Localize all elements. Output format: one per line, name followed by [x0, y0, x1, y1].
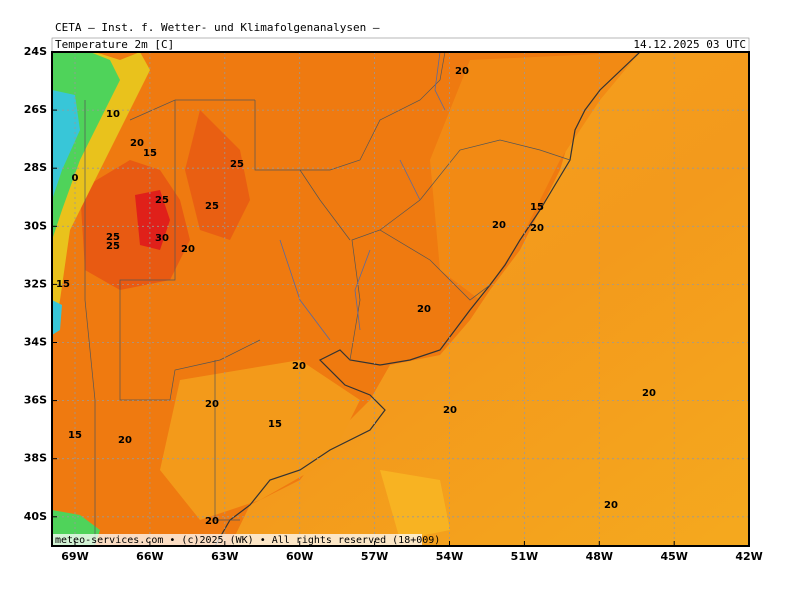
graticule	[52, 52, 749, 546]
contour-label: 20	[181, 244, 195, 255]
contour-label: 20	[492, 220, 506, 231]
hot-core	[135, 190, 170, 250]
lat-label: 34S	[24, 336, 47, 349]
lon-label: 57W	[361, 550, 388, 563]
mild-zone	[380, 470, 450, 540]
contour-label: 0	[72, 173, 79, 184]
lat-label: 38S	[24, 452, 47, 465]
contour-label: 15	[268, 419, 282, 430]
cold-core	[52, 90, 80, 200]
hot-zone	[80, 160, 190, 290]
contour-label: 25	[106, 241, 120, 252]
lon-label: 51W	[511, 550, 538, 563]
contour-label: 20	[118, 435, 132, 446]
lat-label: 28S	[24, 161, 47, 174]
lat-label: 26S	[24, 103, 47, 116]
warm-zone	[430, 52, 640, 300]
coastline	[214, 52, 641, 546]
lon-label: 66W	[136, 550, 163, 563]
contour-label: 25	[205, 201, 219, 212]
lon-label: 45W	[660, 550, 687, 563]
contour-label: 30	[155, 233, 169, 244]
contour-label: 15	[530, 202, 544, 213]
contour-label: 20	[455, 66, 469, 77]
contour-label: 20	[642, 388, 656, 399]
lon-label: 69W	[61, 550, 88, 563]
header-title: CETA — Inst. f. Wetter- und Klimafolgena…	[55, 21, 380, 34]
contour-label: 20	[417, 304, 431, 315]
footer-box	[52, 534, 422, 546]
contour-label: 15	[68, 430, 82, 441]
contour-label: 10	[106, 109, 120, 120]
lon-label: 48W	[586, 550, 613, 563]
lat-label: 36S	[24, 394, 47, 407]
lat-label: 30S	[24, 219, 47, 232]
footer-text: meteo-services.com • (c)2025 (WK) • All …	[55, 535, 440, 546]
lat-label: 40S	[24, 510, 47, 523]
contour-label: 20	[604, 500, 618, 511]
lon-label: 60W	[286, 550, 313, 563]
axes: 24S 26S 28S 30S 32S 34S 36S 38S 40S 69W 66W 63W 60W 5…	[24, 45, 763, 563]
valid-time: 14.12.2025 03 UTC	[633, 38, 746, 51]
lat-label: 24S	[24, 45, 47, 58]
contour-label: 25	[230, 159, 244, 170]
map-frame	[51, 51, 750, 547]
cold-core	[52, 300, 62, 335]
lon-label: 42W	[735, 550, 762, 563]
contour-label: 20	[530, 223, 544, 234]
contour-label: 20	[443, 405, 457, 416]
rivers	[279, 52, 446, 341]
contour-label: 15	[56, 279, 70, 290]
contour-label: 20	[130, 138, 144, 149]
mild-zone	[160, 360, 360, 520]
contour-label: 15	[143, 148, 157, 159]
lon-label: 54W	[436, 550, 463, 563]
lon-label: 63W	[211, 550, 238, 563]
variable-label: Temperature 2m [C]	[55, 38, 174, 51]
contour-label: 20	[292, 361, 306, 372]
contour-label: 20	[205, 516, 219, 527]
contour-label: 20	[205, 399, 219, 410]
contour-label: 25	[106, 232, 120, 243]
hot-zone	[185, 110, 250, 240]
contour-label: 25	[155, 195, 169, 206]
lat-label: 32S	[24, 277, 47, 290]
